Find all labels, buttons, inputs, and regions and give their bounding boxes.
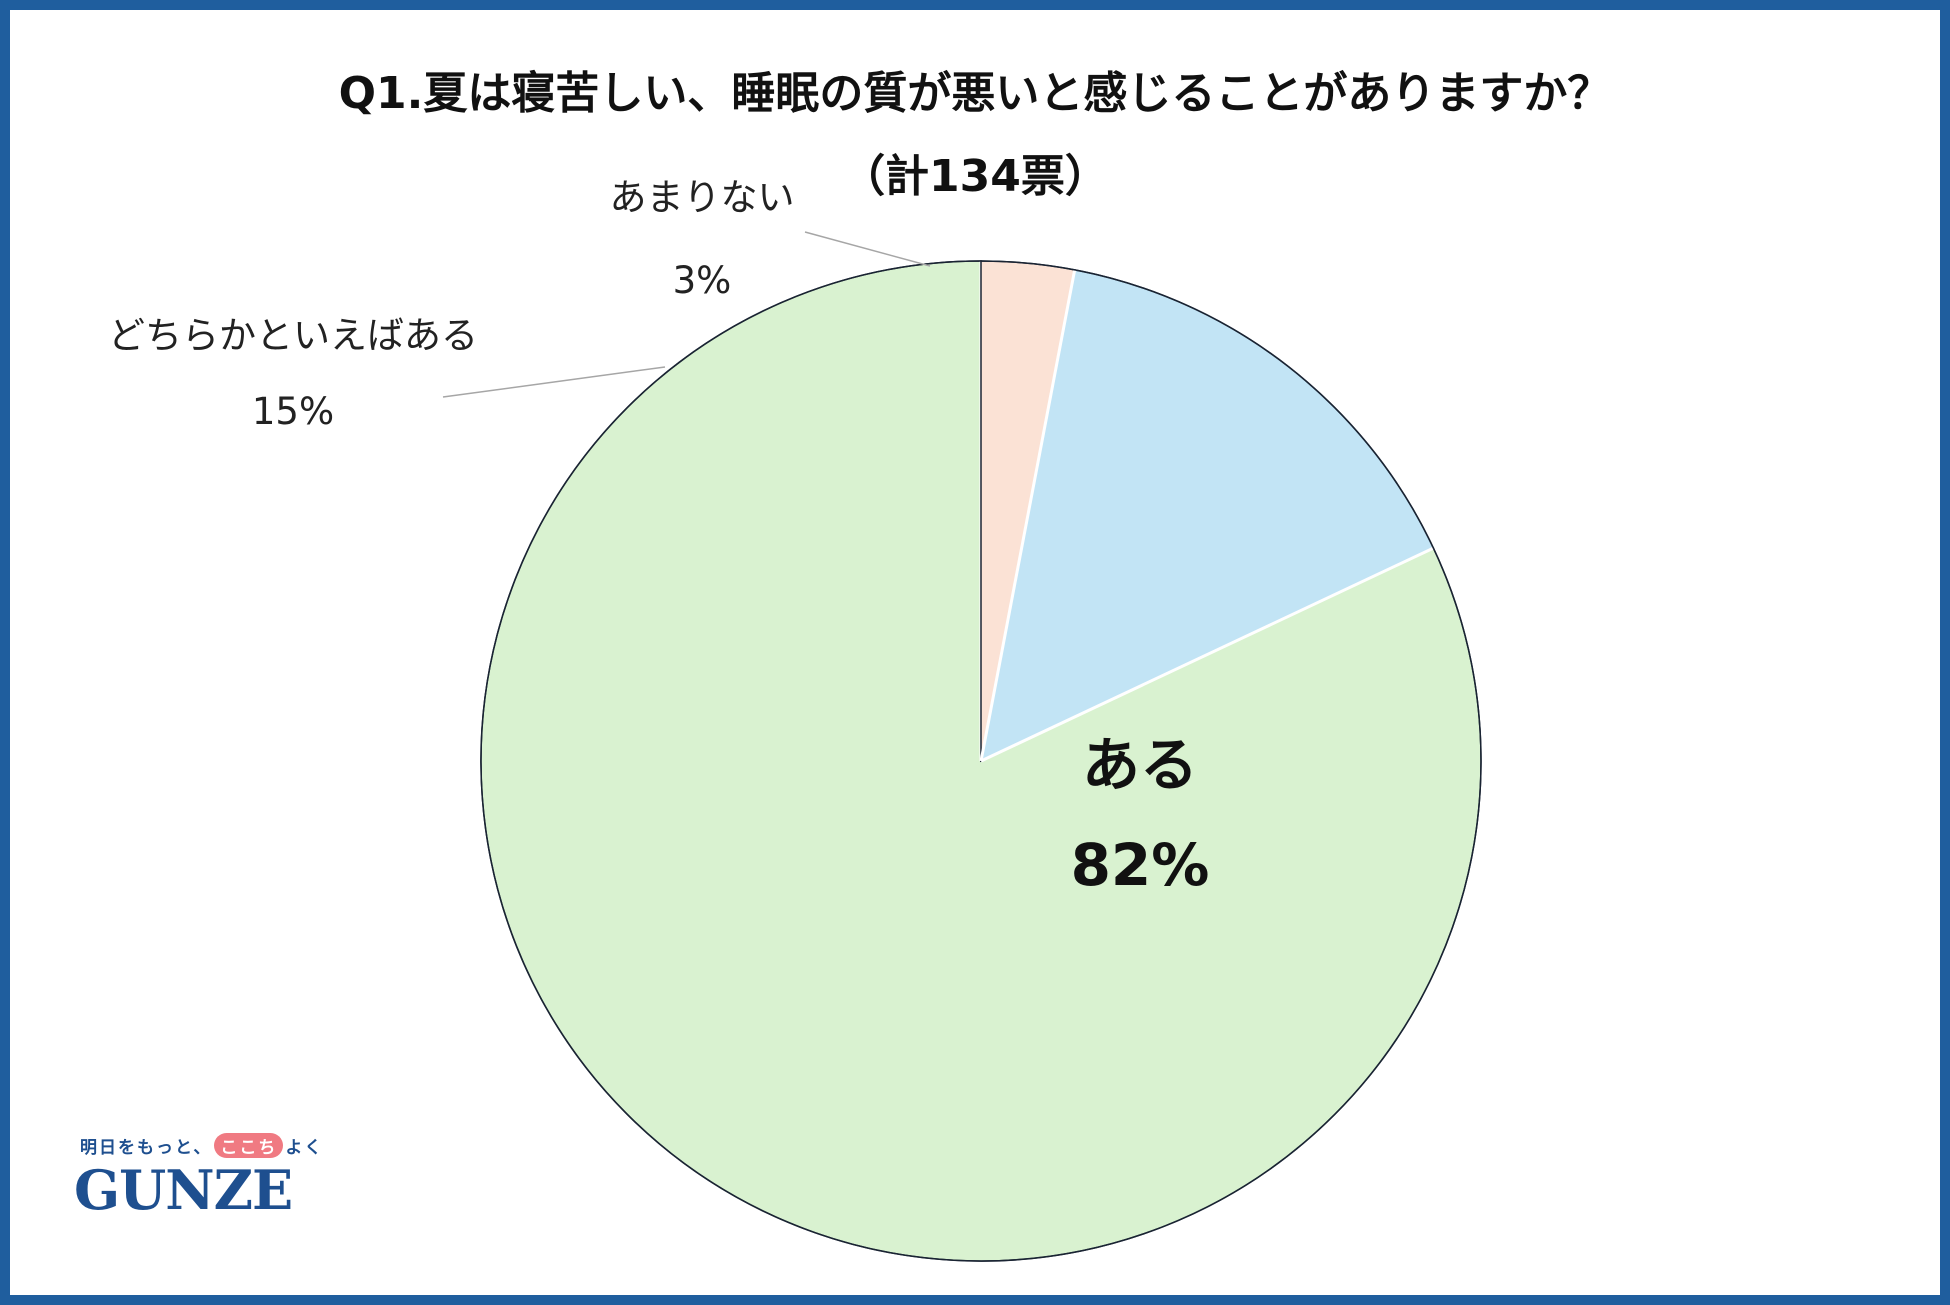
slice-value-label: 82%: [1071, 831, 1210, 899]
leader-line-2: [442, 366, 666, 398]
slice-category-label: どちらかといえばある: [108, 314, 478, 357]
slice-value-label: 3%: [673, 259, 732, 302]
pie-outline: [480, 260, 1482, 1262]
gunze-logo: 明日をもっと、 ここち よく GUNZE: [74, 1125, 334, 1235]
tagline-highlight: ここち: [214, 1133, 284, 1158]
slice-category-label: ある: [1082, 731, 1198, 799]
logo-brand: GUNZE: [74, 1158, 293, 1222]
logo-tagline: 明日をもっと、 ここち よく: [80, 1133, 323, 1158]
tagline-pre: 明日をもっと、: [80, 1138, 213, 1158]
leader-line-3: [804, 231, 931, 267]
slice-category-label: あまりない: [610, 176, 795, 219]
slice-separator: [979, 269, 1077, 762]
slice-value-label: 15%: [252, 390, 334, 433]
tagline-post: よく: [285, 1138, 324, 1158]
chart-title: Q1.夏は寝苦しい、睡眠の質が悪いと感じることがありますか？: [338, 68, 1612, 119]
slice-separator: [980, 546, 1435, 763]
chart-subtitle: （計134票）: [841, 151, 1109, 202]
